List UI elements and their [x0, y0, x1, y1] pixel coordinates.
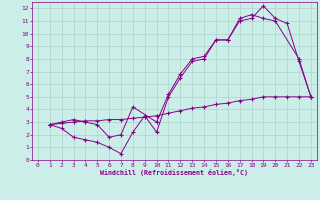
X-axis label: Windchill (Refroidissement éolien,°C): Windchill (Refroidissement éolien,°C)	[100, 169, 248, 176]
